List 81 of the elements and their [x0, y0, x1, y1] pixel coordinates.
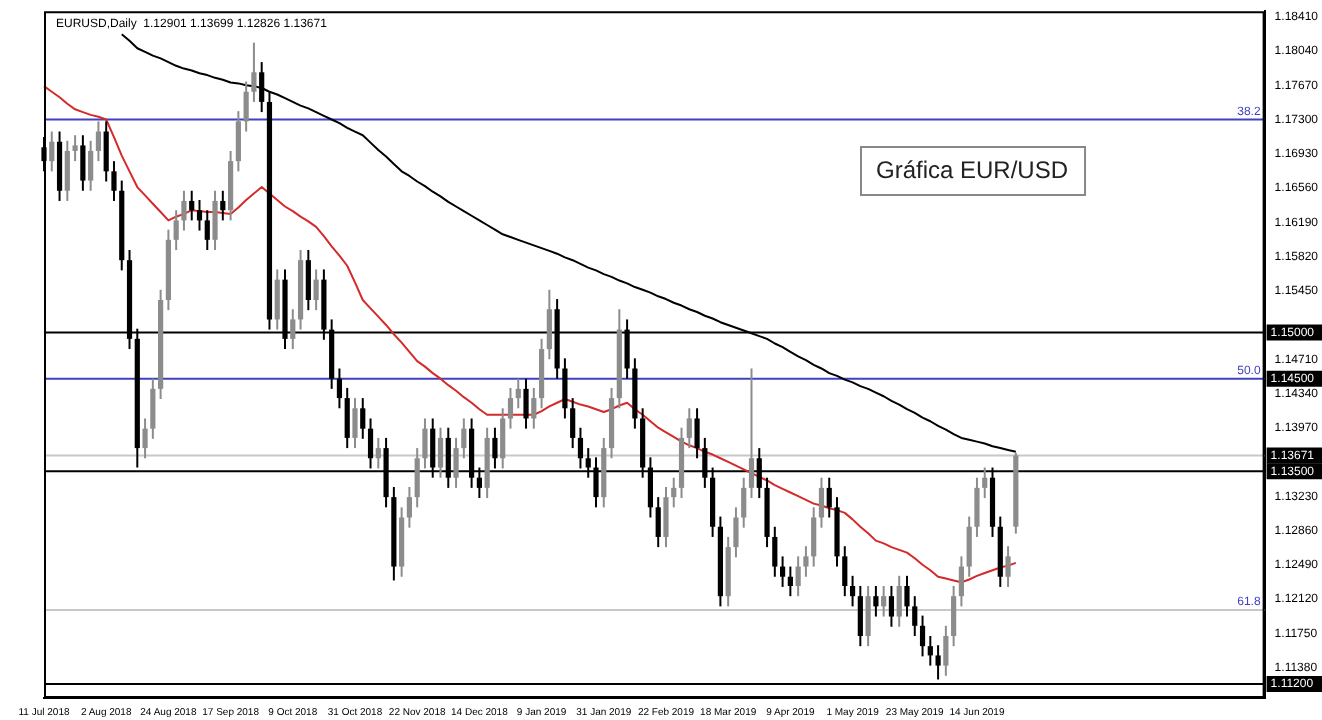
candlestick — [935, 644, 941, 681]
candlestick — [943, 624, 949, 677]
candlestick — [919, 614, 926, 658]
candlestick — [142, 417, 148, 460]
candlestick — [849, 574, 856, 608]
candlestick — [220, 189, 226, 222]
candlestick — [49, 130, 55, 173]
candlestick — [150, 377, 156, 440]
candlestick — [888, 585, 895, 628]
annotation: Gráfica EUR/USD — [876, 155, 1069, 184]
candlestick — [274, 268, 280, 331]
candlestick — [414, 447, 420, 509]
candlestick — [103, 120, 109, 183]
candlestick — [259, 61, 265, 114]
candlestick — [927, 634, 933, 667]
candlestick — [80, 134, 86, 192]
candlestick — [686, 407, 692, 450]
candlestick — [912, 595, 918, 637]
candlestick — [500, 407, 506, 470]
candlestick — [181, 189, 187, 232]
candlestick — [64, 139, 70, 202]
candlestick — [741, 476, 747, 529]
candlestick — [1005, 545, 1011, 588]
candlestick — [204, 209, 210, 252]
candlestick — [818, 476, 825, 529]
candlestick — [189, 189, 195, 222]
candlestick — [111, 160, 117, 202]
candlestick — [896, 574, 902, 628]
candlestick — [974, 476, 980, 538]
candlestick — [772, 525, 778, 578]
candlestick — [779, 555, 786, 588]
candlestick — [857, 585, 863, 648]
candlestick — [235, 110, 241, 173]
candlestick — [787, 565, 793, 598]
candlestick — [313, 268, 319, 312]
candlestick — [344, 386, 350, 450]
candlestick — [546, 288, 552, 361]
candlestick — [173, 209, 179, 252]
candlestick — [655, 496, 661, 549]
candlestick — [881, 585, 887, 618]
candlestick — [196, 199, 203, 232]
candlestick — [212, 189, 218, 252]
candlestick — [72, 134, 78, 163]
candlestick — [748, 367, 755, 500]
candlestick — [904, 574, 910, 618]
candlestick — [251, 41, 257, 103]
candlestick — [811, 506, 817, 568]
candlestick — [865, 585, 871, 648]
candlestick — [531, 386, 537, 430]
candlestick — [305, 249, 311, 312]
candlestick — [951, 585, 957, 648]
candlestick — [966, 515, 972, 578]
candlestick — [562, 357, 568, 420]
candlestick — [570, 397, 576, 450]
candlestick — [422, 417, 428, 470]
candlestick — [406, 485, 413, 529]
candlestick — [663, 485, 669, 549]
candlestick — [290, 308, 296, 351]
candlestick — [873, 585, 879, 618]
candlestick — [694, 407, 700, 460]
candlestick — [795, 555, 801, 598]
candlestick — [982, 466, 988, 500]
candlestick — [453, 436, 459, 489]
candlestick — [515, 377, 521, 410]
candlestick — [733, 506, 739, 559]
candlestick — [958, 555, 965, 608]
candlestick — [461, 417, 467, 460]
candlestick — [88, 139, 94, 192]
candlestick — [375, 436, 381, 470]
candlestick — [671, 476, 677, 509]
candlestick — [826, 476, 832, 519]
candlestick — [803, 545, 809, 578]
candlestick — [360, 397, 366, 440]
candlestick — [352, 397, 358, 450]
candlestick — [437, 426, 444, 479]
candlestick — [336, 367, 343, 410]
candlestick — [95, 120, 102, 163]
candlestick — [523, 377, 529, 430]
candlestick — [243, 80, 249, 133]
candlestick — [842, 545, 848, 598]
candlestick — [507, 386, 514, 430]
